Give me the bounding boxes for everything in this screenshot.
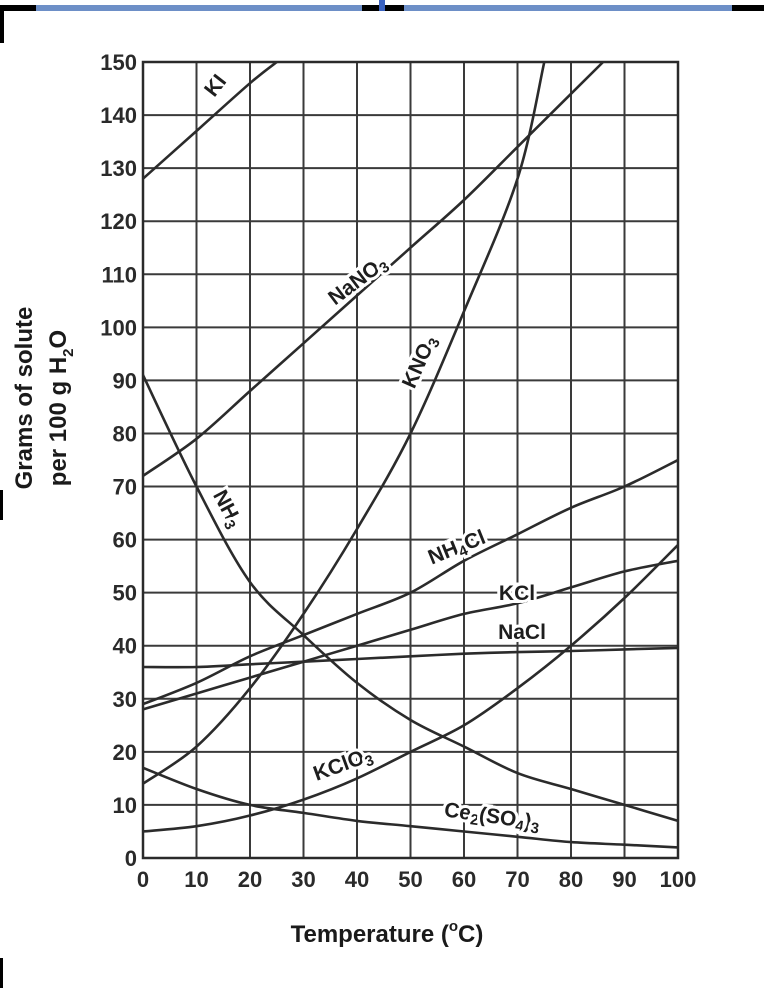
curve-ce2-so4-3 bbox=[143, 766, 678, 849]
curve-nh4cl bbox=[143, 458, 678, 706]
curve-layer bbox=[143, 61, 678, 849]
y-tick-label: 20 bbox=[113, 740, 137, 765]
label-text: KI bbox=[200, 70, 231, 101]
y-tick-label: 120 bbox=[100, 209, 137, 234]
x-tick-label: 30 bbox=[291, 867, 315, 892]
y-tick-label: 40 bbox=[113, 634, 137, 659]
y-tick-label: 30 bbox=[113, 687, 137, 712]
x-tick-label: 70 bbox=[505, 867, 529, 892]
window-left-border bbox=[0, 5, 4, 43]
label-subscript: 3 bbox=[529, 820, 540, 838]
y-tick-label: 110 bbox=[102, 262, 138, 287]
x-tick-label: 20 bbox=[238, 867, 262, 892]
y-tick-label: 150 bbox=[100, 50, 137, 75]
chart-grid bbox=[141, 60, 680, 860]
curve-kcl bbox=[143, 559, 678, 711]
label-text: (SO bbox=[478, 803, 518, 831]
y-tick-label: 70 bbox=[113, 475, 137, 500]
curve-label-ki: KI bbox=[200, 70, 231, 101]
window-center-handle[interactable] bbox=[379, 0, 385, 11]
axis-title-layer: Temperature (oC) Grams of solute per 100 g… bbox=[11, 307, 483, 948]
label-text: NaCl bbox=[498, 621, 546, 644]
label-text: Ce bbox=[443, 798, 473, 825]
y-tick-label: 0 bbox=[125, 846, 137, 871]
y-tick-label: 60 bbox=[113, 528, 137, 553]
x-tick-label: 50 bbox=[398, 867, 422, 892]
curve-label-kclo3: KClO3 bbox=[310, 743, 376, 789]
y-axis-title-line1: Grams of solute bbox=[11, 307, 38, 490]
curve-label-kno3: KNO3 bbox=[397, 332, 444, 393]
x-tick-label: 80 bbox=[559, 867, 583, 892]
label-text: NaNO bbox=[324, 256, 384, 309]
curve-nh3 bbox=[143, 373, 678, 823]
y-tick-label: 80 bbox=[113, 421, 137, 446]
curve-label-nano3: NaNO3 bbox=[324, 251, 393, 312]
x-tick-label: 40 bbox=[345, 867, 369, 892]
window-tab-bar-left[interactable] bbox=[36, 5, 362, 11]
curve-kclo3 bbox=[143, 543, 678, 833]
y-axis-title-line2: per 100 g H2O bbox=[45, 330, 77, 486]
curve-nacl bbox=[143, 646, 678, 669]
x-tick-label: 100 bbox=[660, 867, 697, 892]
x-tick-label: 60 bbox=[452, 867, 476, 892]
curve-nano3 bbox=[143, 61, 605, 478]
curve-ki bbox=[143, 61, 279, 180]
tick-label-layer: 0 10 20 30 40 50 60 70 80 90 100 0 10 20 30 40 50 60 70 80 9… bbox=[100, 50, 696, 892]
window-left-marker bbox=[0, 490, 3, 520]
x-axis-title: Temperature (oC) bbox=[291, 918, 484, 948]
y-tick-label: 50 bbox=[113, 581, 137, 606]
y-tick-label: 130 bbox=[100, 156, 137, 181]
y-tick-label: 10 bbox=[113, 793, 137, 818]
y-tick-label: 140 bbox=[100, 103, 137, 128]
x-tick-label: 10 bbox=[184, 867, 208, 892]
curve-label-nh3: NH3 bbox=[206, 486, 247, 533]
curve-kno3 bbox=[143, 61, 546, 785]
y-tick-label: 100 bbox=[100, 315, 137, 340]
curve-label-kcl: KCl bbox=[499, 582, 535, 605]
label-text: KCl bbox=[499, 582, 535, 605]
x-tick-label: 90 bbox=[612, 867, 636, 892]
curve-label-nacl: NaCl bbox=[498, 621, 546, 644]
y-tick-label: 90 bbox=[113, 368, 137, 393]
window-tab-bar-right[interactable] bbox=[404, 5, 732, 11]
x-tick-label: 0 bbox=[137, 867, 149, 892]
window-left-marker-bottom bbox=[0, 958, 3, 988]
label-text: KNO bbox=[397, 339, 437, 391]
